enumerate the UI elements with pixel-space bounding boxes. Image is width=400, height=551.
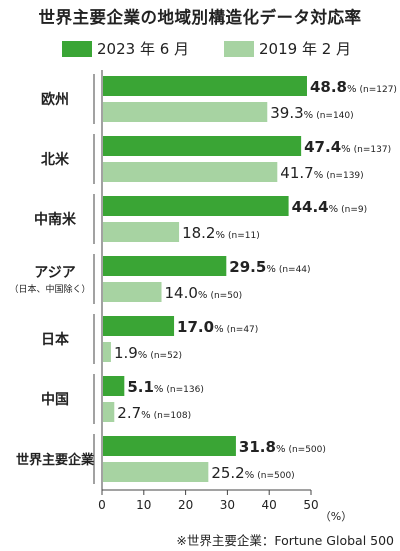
legend-label-2019: 2019 年 2 月: [259, 40, 352, 58]
bar: [103, 222, 180, 242]
data-label: 29.5% (n=44): [229, 258, 310, 276]
bar: [103, 376, 125, 396]
bar: [103, 402, 115, 422]
bar: [103, 76, 307, 96]
bar: [103, 282, 162, 302]
category-sublabel: （日本、中国除く）: [9, 283, 90, 295]
category-label: アジア: [34, 265, 75, 281]
x-axis-unit-label: （%）: [320, 510, 352, 523]
bar: [103, 102, 268, 122]
legend-item-2023: 2023 年 6 月: [62, 38, 189, 59]
bar: [103, 462, 209, 482]
category-label: 世界主要企業: [16, 452, 95, 468]
bar: [103, 316, 175, 336]
data-label: 25.2% (n=500): [211, 464, 294, 482]
category-label: 欧州: [41, 91, 69, 108]
x-tick-label: 20: [178, 498, 193, 512]
legend-swatch-2019: [224, 40, 254, 57]
bar: [103, 342, 111, 362]
data-label: 18.2% (n=11): [182, 224, 260, 242]
data-label: 17.0% (n=47): [177, 318, 258, 336]
bar: [103, 256, 227, 276]
category-label: 中国: [41, 391, 69, 408]
x-tick-label: 50: [303, 498, 318, 512]
bar: [103, 436, 236, 456]
data-label: 41.7% (n=139): [280, 164, 363, 182]
category-label: 中南米: [34, 211, 77, 228]
category-label: 日本: [41, 331, 70, 348]
bar: [103, 196, 289, 216]
bar: [103, 136, 302, 156]
x-tick-label: 30: [220, 498, 235, 512]
bar: [103, 162, 278, 182]
data-label: 2.7% (n=108): [117, 404, 191, 422]
x-tick-label: 40: [262, 498, 277, 512]
legend-label-2023: 2023 年 6 月: [97, 40, 190, 58]
data-label: 48.8% (n=127): [310, 78, 397, 96]
footnote: ※世界主要企業：Fortune Global 500: [176, 533, 394, 548]
data-label: 44.4% (n=9): [292, 198, 368, 216]
x-tick-label: 10: [136, 498, 151, 512]
legend-item-2019: 2019 年 2 月: [224, 38, 351, 59]
legend: 2023 年 6 月 2019 年 2 月: [0, 38, 400, 58]
data-label: 1.9% (n=52): [114, 344, 182, 362]
legend-swatch-2023: [62, 40, 92, 57]
data-label: 14.0% (n=50): [165, 284, 243, 302]
chart-title: 世界主要企業の地域別構造化データ対応率: [38, 8, 362, 27]
data-label: 39.3% (n=140): [270, 104, 353, 122]
category-label: 北米: [41, 151, 70, 168]
data-label: 47.4% (n=137): [304, 138, 391, 156]
data-label: 5.1% (n=136): [127, 378, 204, 396]
data-label: 31.8% (n=500): [239, 438, 326, 456]
x-tick-label: 0: [98, 498, 106, 512]
